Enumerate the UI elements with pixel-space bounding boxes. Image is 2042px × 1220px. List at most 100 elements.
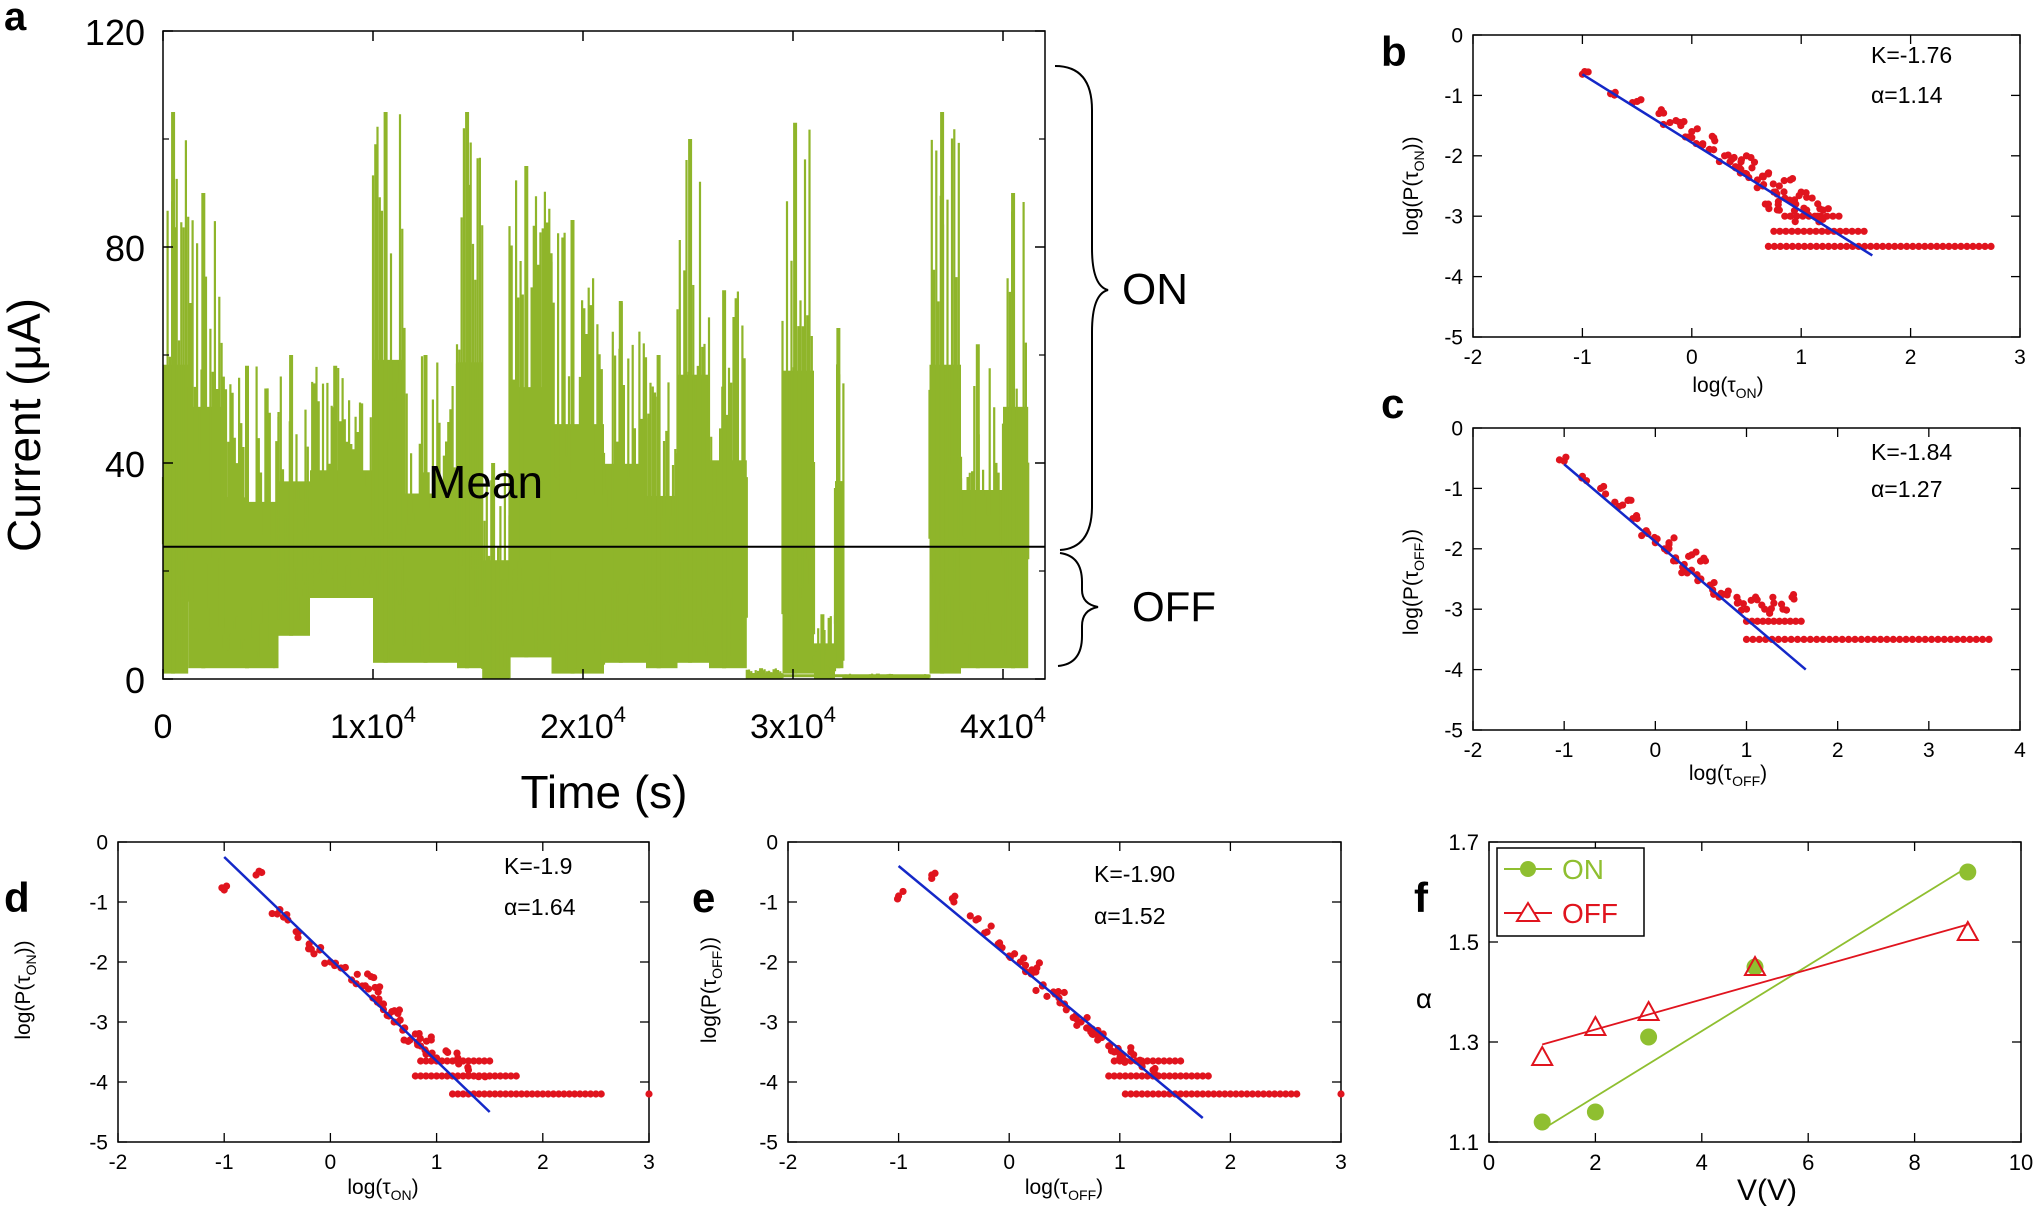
y-tick-label: -3 bbox=[1444, 206, 1463, 229]
d-data-point bbox=[364, 985, 373, 993]
b-band-point bbox=[1836, 242, 1845, 250]
d-data-point bbox=[422, 1037, 431, 1045]
b-band-point bbox=[1812, 227, 1820, 235]
c-data-point bbox=[1611, 498, 1619, 506]
e-band-point bbox=[1160, 1072, 1168, 1080]
f-x-tick-label: 4 bbox=[1696, 1150, 1708, 1175]
c-axis-ticks: -2 -1 0 1 2 3 4 -5 -4 -3 -2 -1 0 bbox=[1444, 417, 2026, 762]
a-x-axis-label: Time (s) bbox=[521, 766, 688, 818]
x-tick-label: 0 bbox=[1686, 346, 1698, 369]
c-band-point bbox=[1793, 635, 1802, 644]
c-data-point bbox=[1782, 606, 1791, 614]
c-x-axis-label: log(τOFF) bbox=[1689, 762, 1767, 789]
f-point-off bbox=[1583, 1014, 1608, 1036]
e-data-point bbox=[1010, 950, 1019, 958]
e-band-point bbox=[1171, 1072, 1179, 1080]
e-axis-ticks: -2 -1 0 1 2 3 -5 -4 -3 -2 -1 0 bbox=[759, 831, 1347, 1174]
b-band-point bbox=[1806, 227, 1814, 235]
y-tick-label: -3 bbox=[89, 1011, 108, 1034]
c-band-point bbox=[1832, 635, 1840, 644]
b-band-point bbox=[1921, 242, 1929, 250]
e-band-point bbox=[1110, 1057, 1118, 1065]
b-data-point bbox=[1666, 118, 1674, 127]
e-band-point bbox=[1271, 1090, 1279, 1098]
b-band-point bbox=[1764, 242, 1772, 250]
d-band-point bbox=[512, 1090, 520, 1098]
b-data-point bbox=[1765, 205, 1773, 213]
b-band-point bbox=[1957, 242, 1965, 250]
b-band-point bbox=[1800, 227, 1808, 235]
b-y-label-end: )) bbox=[1400, 136, 1423, 150]
b-band-point bbox=[1903, 242, 1911, 250]
c-band-point bbox=[1851, 635, 1859, 644]
e-band-point bbox=[1132, 1090, 1140, 1098]
y-tick-label: 0 bbox=[96, 831, 108, 854]
e-band-point bbox=[1177, 1072, 1185, 1080]
e-band-point bbox=[1276, 1090, 1284, 1098]
e-band-point bbox=[1138, 1090, 1146, 1098]
c-band-point bbox=[1781, 635, 1789, 644]
b-data-point bbox=[1780, 177, 1788, 185]
c-band-point bbox=[1985, 635, 1993, 644]
b-band-point bbox=[1951, 242, 1959, 250]
d-band-point bbox=[475, 1090, 483, 1098]
x-tick-label: 3 bbox=[2014, 346, 2026, 369]
a-trace-spikes bbox=[308, 366, 375, 597]
c-band-point bbox=[1864, 635, 1872, 644]
x-tick-label: 0 bbox=[1649, 739, 1661, 762]
f-point-off bbox=[1636, 999, 1661, 1021]
c-data-point bbox=[1777, 600, 1786, 608]
y-tick-label: -5 bbox=[1444, 326, 1463, 349]
b-band-point bbox=[1800, 242, 1809, 250]
b-data-marks bbox=[1578, 67, 1995, 257]
d-x-label-end: ) bbox=[412, 1176, 419, 1199]
c-band-point bbox=[1774, 635, 1783, 644]
c-data-point bbox=[1632, 512, 1641, 520]
d-data-point bbox=[370, 973, 378, 982]
b-band-point bbox=[1794, 227, 1802, 235]
a-x-tick-label: 1x104 bbox=[330, 702, 416, 746]
c-data-point bbox=[1684, 552, 1693, 560]
c-band-point bbox=[1753, 617, 1762, 625]
b-band-point bbox=[1824, 242, 1833, 250]
d-y-label-main: log(P(τ bbox=[12, 975, 35, 1040]
b-band-point bbox=[1793, 212, 1801, 220]
e-x-label-end: ) bbox=[1096, 1176, 1103, 1199]
d-x-label-sub: ON bbox=[391, 1187, 412, 1203]
d-band-point bbox=[571, 1090, 579, 1098]
b-band-point bbox=[1776, 227, 1784, 235]
y-tick-label: -1 bbox=[1444, 478, 1463, 501]
c-data-point bbox=[1625, 496, 1633, 504]
e-data-point bbox=[899, 887, 907, 896]
e-band-point bbox=[1254, 1090, 1262, 1098]
d-band-point bbox=[507, 1072, 515, 1080]
c-fit-line bbox=[1563, 463, 1807, 671]
f-y-tick-label: 1.7 bbox=[1448, 830, 1479, 855]
b-data-point bbox=[1764, 169, 1773, 177]
b-band-point bbox=[1879, 242, 1887, 250]
d-data-point bbox=[404, 1037, 412, 1045]
d-data-point bbox=[353, 970, 361, 978]
d-band-point bbox=[517, 1090, 526, 1098]
c-data-point bbox=[1692, 548, 1700, 556]
d-band-point bbox=[491, 1072, 499, 1080]
b-data-point bbox=[1800, 204, 1808, 212]
d-data-point bbox=[464, 1071, 473, 1080]
a-trace-spikes bbox=[550, 232, 606, 671]
c-band-point bbox=[1979, 635, 1987, 644]
d-band-point bbox=[422, 1057, 430, 1065]
e-band-point bbox=[1188, 1072, 1196, 1080]
e-data-point bbox=[1337, 1090, 1345, 1098]
c-band-point bbox=[1759, 617, 1767, 625]
c-y-label-end: )) bbox=[1400, 529, 1423, 543]
a-y-tick-label: 80 bbox=[105, 228, 145, 269]
x-tick-label: -1 bbox=[1573, 346, 1592, 369]
e-band-point bbox=[1221, 1090, 1229, 1098]
c-band-point bbox=[1755, 635, 1763, 644]
c-band-point bbox=[1786, 617, 1794, 625]
y-tick-label: -4 bbox=[759, 1071, 778, 1094]
b-band-point bbox=[1842, 227, 1850, 235]
b-data-point bbox=[1675, 118, 1684, 126]
b-data-point bbox=[1814, 212, 1822, 220]
d-band-point bbox=[475, 1057, 483, 1065]
